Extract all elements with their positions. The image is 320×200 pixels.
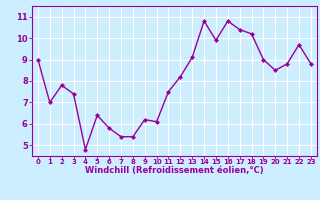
X-axis label: Windchill (Refroidissement éolien,°C): Windchill (Refroidissement éolien,°C): [85, 166, 264, 175]
